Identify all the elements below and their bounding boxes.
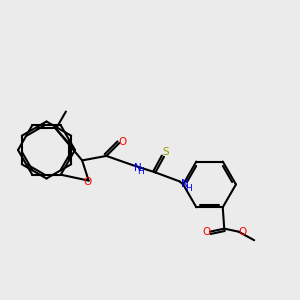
Text: O: O	[83, 177, 91, 187]
Text: O: O	[119, 136, 127, 147]
Text: H: H	[184, 184, 191, 193]
Text: S: S	[162, 147, 169, 157]
Text: O: O	[202, 227, 211, 237]
Text: O: O	[238, 227, 246, 237]
Text: N: N	[134, 163, 141, 173]
Text: N: N	[181, 179, 189, 189]
Text: H: H	[137, 167, 144, 176]
